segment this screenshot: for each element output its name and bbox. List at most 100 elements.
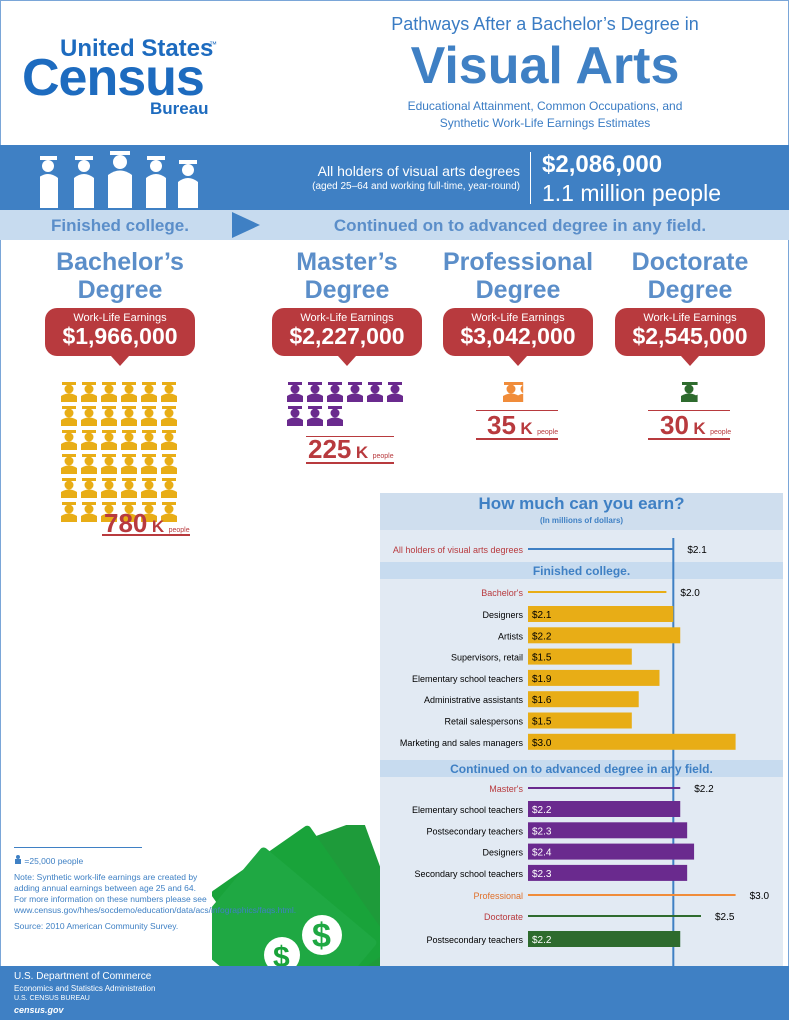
bar-value-label: $2.2 [532,935,552,946]
bar [528,606,674,622]
work-life-label: Work-Life Earnings [300,312,394,324]
count-unit: K [693,419,706,438]
graduates-icon [40,151,198,208]
summary-value-label: $2.2 [694,784,714,795]
work-life-earnings: $3,042,000 [460,323,576,349]
money-bills-icon: $ $ [212,825,382,966]
person-icon [61,382,77,402]
notes-divider [14,847,142,848]
degree-title-line2: Degree [647,276,733,304]
bar-value-label: $2.4 [532,848,552,859]
pretitle: Pathways After a Bachelor’s Degree in [391,14,699,34]
count-value: 225 [308,434,352,464]
page-title: Visual Arts [410,37,680,95]
row-label: Postsecondary teachers [426,826,523,836]
arrow-right-icon [232,212,260,238]
person-icon [81,430,97,450]
person-icon [681,382,697,402]
person-icon [81,454,97,474]
earnings-bubble: Work-Life Earnings $2,227,000 [272,308,422,356]
person-icon [121,502,137,522]
count-underline [476,438,558,440]
summary-divider [530,152,531,204]
logo-top-text: United States [60,35,214,62]
person-icon [15,855,21,864]
row-label: Designers [482,610,523,620]
person-icon [101,454,117,474]
person-icon [101,478,117,498]
notes-block: =25,000 people Note: Synthetic work-life… [14,855,296,932]
person-icon [141,430,157,450]
person-icon [101,502,117,522]
count-value: 30 [660,410,689,440]
logo-main-text: Census [22,49,205,107]
degree-title-line1: Bachelor’s [56,248,184,276]
footer-dept: U.S. Department of Commerce [14,971,152,982]
footer-website-link[interactable]: census.gov [14,1005,64,1015]
person-icon [347,382,363,402]
row-label: Bachelor's [481,588,523,598]
earnings-bubble: Work-Life Earnings $2,545,000 [615,308,765,356]
summary-value-label: $2.1 [687,545,707,556]
person-icon [121,454,137,474]
svg-text:$: $ [273,941,290,966]
bubble-tail [509,356,527,366]
count-professional: 35 K people [487,410,558,441]
person-icon [81,478,97,498]
row-label: Retail salespersons [444,717,523,727]
person-icon [141,406,157,426]
person-icon [287,382,303,402]
degree-title-line2: Degree [475,276,561,304]
footer [0,966,789,1020]
row-label: Elementary school teachers [412,805,524,815]
row-label: Postsecondary teachers [426,935,523,945]
bar [528,712,632,729]
count-unit: K [355,443,369,462]
bubble-tail [681,356,699,366]
bubble-tail [338,356,356,366]
person-icon [81,502,97,522]
person-icon [121,382,137,402]
bar [528,669,660,686]
row-label: Administrative assistants [424,695,524,705]
source-text: Source: 2010 American Community Survey. [14,921,179,931]
count-unit: K [151,517,165,536]
person-icon [141,502,157,522]
work-life-label: Work-Life Earnings [471,312,565,324]
row-label: Secondary school teachers [414,869,523,879]
count-people: people [168,527,190,534]
person-icon [367,382,383,402]
count-people: people [710,429,732,436]
legend-text: =25,000 people [24,856,84,866]
subtitle-line-1: Educational Attainment, Common Occupatio… [407,99,683,113]
bar [528,843,695,860]
chart-title: How much can you earn? [478,494,685,513]
work-life-earnings: $2,545,000 [632,323,748,349]
person-icon [141,454,157,474]
count-doctorate: 30 K people [660,410,731,441]
row-label: Master's [489,784,523,794]
summary-sublabel: (aged 25–64 and working full-time, year-… [312,181,520,192]
footer-bureau: U.S. CENSUS BUREAU [14,995,90,1002]
summary-value-label: $3.0 [750,891,770,902]
footer-admin: Economics and Statistics Administration [14,984,156,993]
person-icon [307,406,323,426]
person-icon [503,382,519,402]
person-icon [61,478,77,498]
person-icon [61,454,77,474]
person-icon [121,430,137,450]
count-people: people [537,429,559,436]
earnings-bubble: Work-Life Earnings $1,966,000 [45,308,195,356]
chart-subtitle: (In millions of dollars) [539,516,624,525]
work-life-label: Work-Life Earnings [643,312,737,324]
bar [528,931,681,947]
logo-trademark: ™ [209,40,217,49]
degree-title-line2: Degree [304,276,390,304]
count-people: people [372,453,394,460]
person-icon [161,430,177,450]
person-icon [161,382,177,402]
bar-value-label: $2.3 [532,869,552,880]
bar-value-label: $1.5 [532,653,552,664]
bar [528,822,688,839]
count-overline [476,410,558,411]
